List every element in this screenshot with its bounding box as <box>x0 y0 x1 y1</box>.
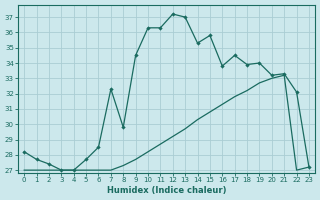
X-axis label: Humidex (Indice chaleur): Humidex (Indice chaleur) <box>107 186 226 195</box>
